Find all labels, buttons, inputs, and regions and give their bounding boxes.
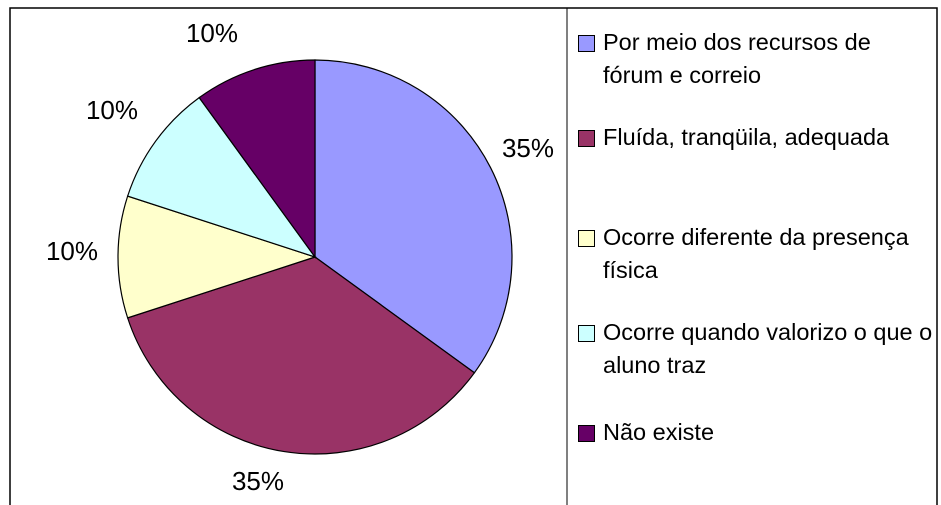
legend-entry: Fluída, tranqüila, adequada [578, 121, 933, 154]
legend-swatch [578, 35, 595, 52]
legend-entry: Ocorre quando valorizo o que o aluno tra… [578, 316, 933, 382]
pie-slice [126, 256, 476, 455]
legend-entry: Por meio dos recursos de fórum e correio [578, 26, 933, 92]
legend-entry: Ocorre diferente da presença física [578, 221, 933, 287]
pie-slice [198, 59, 316, 259]
data-label: 10% [46, 236, 98, 266]
data-label: 10% [86, 95, 138, 125]
legend-label: Ocorre diferente da presença física [603, 224, 909, 283]
legend-swatch [578, 325, 595, 342]
chart-frame [9, 7, 938, 505]
data-label: 35% [232, 466, 284, 496]
pie-slice [117, 195, 317, 319]
legend-entry: Não existe [578, 416, 933, 449]
legend-swatch [578, 130, 595, 147]
data-label: 10% [186, 18, 238, 48]
legend-label: Ocorre quando valorizo o que o aluno tra… [603, 319, 933, 378]
legend-swatch [578, 425, 595, 442]
legend-label: Por meio dos recursos de fórum e correio [603, 29, 871, 88]
legend-label: Não existe [603, 419, 715, 445]
legend-label: Fluída, tranqüila, adequada [603, 124, 890, 150]
pie-slice [314, 59, 513, 374]
data-label: 35% [502, 133, 554, 163]
legend-swatch [578, 230, 595, 247]
pie-slice [126, 96, 317, 259]
